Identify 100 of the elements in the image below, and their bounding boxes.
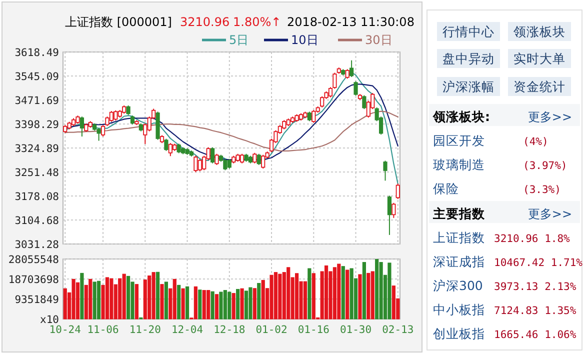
text: 更多>>: [528, 207, 572, 221]
x-tick-label: 01-02: [256, 324, 288, 336]
y-tick-label: 3545.09: [14, 71, 59, 83]
x-tick-label: 11-06: [87, 324, 119, 336]
bar: [228, 292, 232, 320]
candlestick: [114, 110, 118, 121]
bar: [194, 286, 198, 320]
text: 领涨板块: [514, 24, 566, 39]
legend-label: 10日: [291, 33, 318, 47]
text: 10467.42 1.71%: [494, 257, 584, 269]
candlestick: [96, 128, 101, 142]
bar: [358, 274, 362, 320]
y-tick-label: 3251.48: [14, 167, 59, 179]
candlestick: [307, 111, 312, 122]
text: 7124.83 1.35%: [494, 305, 577, 317]
bar: [223, 290, 227, 320]
bar: [294, 273, 299, 320]
bar: [252, 288, 256, 320]
bar: [172, 278, 176, 320]
legend-label: 5日: [229, 33, 249, 47]
text: 沪深300: [433, 278, 483, 293]
text: 3210.96: [180, 15, 230, 29]
x-tick-label: 02-13: [382, 324, 414, 336]
bar: [134, 284, 139, 320]
candlestick: [354, 80, 358, 96]
bar: [350, 268, 354, 320]
text: 盘中异动: [442, 51, 494, 66]
y-tick-label: 18703698: [8, 274, 59, 286]
bar: [261, 280, 265, 320]
bar: [181, 288, 185, 320]
bar: [346, 270, 350, 320]
bar: [308, 268, 312, 320]
line-series: [64, 110, 398, 152]
y-tick-label: x10: [40, 314, 59, 326]
candlestick: [350, 60, 354, 78]
chart-title: 上证指数 [000001]: [65, 15, 172, 29]
x-tick-label: 01-30: [340, 324, 372, 336]
bar: [332, 267, 337, 320]
bar: [286, 267, 290, 320]
candlestick: [320, 96, 324, 108]
bar: [366, 272, 370, 320]
bar: [126, 276, 130, 320]
text: 1.80%↑: [233, 15, 282, 29]
text: 2018-02-13 11:30:08: [287, 15, 414, 29]
text: 创业板指: [433, 326, 485, 341]
y-tick-label: 3324.89: [14, 143, 59, 155]
y-tick-label: 3031.28: [14, 239, 59, 251]
candlestick: [345, 68, 350, 80]
line-series: [64, 84, 398, 160]
candlestick: [100, 124, 106, 138]
bar: [177, 284, 181, 320]
candlestick: [210, 146, 215, 164]
text: 园区开发: [433, 133, 485, 148]
candlestick: [164, 138, 168, 152]
y-tick-label: 3178.08: [14, 191, 59, 203]
x-tick-label: 01-16: [298, 324, 330, 336]
x-tick-label: 11-20: [129, 324, 161, 336]
candlestick: [362, 94, 366, 110]
bar: [118, 278, 122, 320]
candlestick: [176, 143, 181, 154]
bar: [219, 292, 223, 320]
y-tick-label: 9351849: [14, 294, 59, 306]
candlestick: [80, 116, 84, 138]
candlestick: [387, 195, 392, 236]
candlestick: [109, 110, 114, 122]
candlestick: [223, 158, 228, 171]
bar: [370, 271, 374, 320]
candlestick: [282, 120, 286, 130]
bar: [392, 286, 396, 320]
bar: [240, 288, 244, 320]
bar: [202, 290, 206, 320]
candlestick: [256, 153, 261, 166]
bar: [97, 280, 101, 320]
text: 行情中心: [442, 24, 494, 39]
text: (3.3%): [523, 184, 561, 196]
bar: [122, 274, 126, 320]
candlestick: [240, 153, 244, 164]
candlestick: [214, 153, 219, 166]
bar: [375, 259, 379, 320]
y-tick-label: 3104.68: [14, 215, 59, 227]
bar: [148, 276, 152, 320]
bar: [92, 282, 96, 320]
y-tick-label: 3398.29: [14, 119, 59, 131]
y-tick-label: 3471.69: [14, 95, 59, 107]
bar: [248, 287, 252, 320]
bar: [312, 273, 316, 320]
bar: [274, 272, 278, 320]
bar: [236, 288, 240, 320]
text: 资金统计: [514, 79, 566, 94]
bar: [76, 282, 80, 320]
text: 3973.13 2.13%: [494, 281, 577, 293]
bar: [341, 266, 345, 320]
text: 1665.46 1.06%: [494, 329, 577, 341]
bar: [164, 282, 168, 320]
text: 实时大单: [514, 51, 566, 66]
candlestick: [126, 104, 130, 116]
candlestick: [392, 202, 396, 218]
bar: [379, 262, 383, 320]
bar: [270, 274, 274, 320]
bar: [185, 286, 190, 320]
